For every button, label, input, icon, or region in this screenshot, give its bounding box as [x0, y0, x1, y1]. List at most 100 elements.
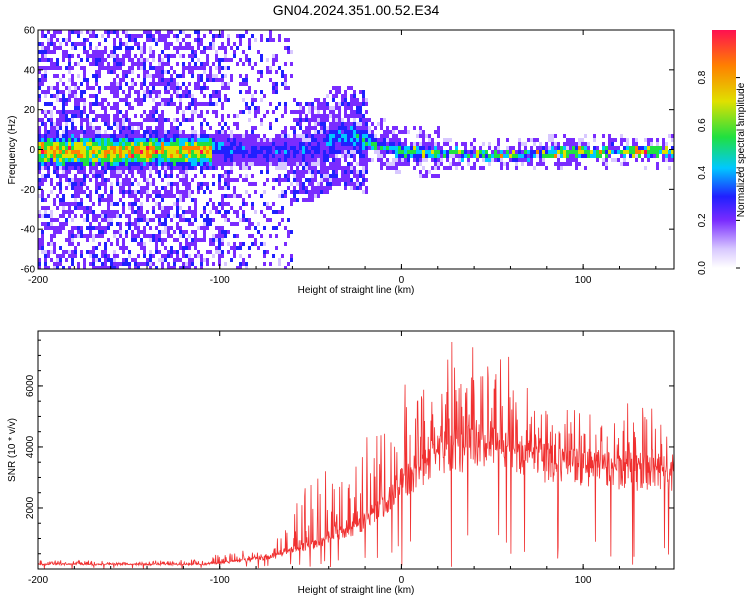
spectrogram-cell	[197, 86, 200, 90]
spectrogram-cell	[173, 262, 176, 266]
spectrogram-cell	[299, 162, 302, 166]
spectrogram-cell	[335, 166, 338, 170]
spectrogram-cell	[161, 58, 164, 62]
spectrogram-cell	[95, 126, 98, 130]
spectrogram-cell	[236, 162, 239, 166]
spectrogram-cell	[221, 230, 224, 234]
spectrogram-cell	[224, 154, 227, 158]
spectrogram-cell	[47, 226, 50, 230]
spectrogram-cell	[68, 110, 71, 114]
spectrogram-cell	[98, 194, 101, 198]
colorbar-tick-label: 0.0	[697, 261, 708, 275]
spectrogram-cell	[356, 122, 359, 126]
spectrogram-cell	[383, 142, 386, 146]
spectrogram-cell	[221, 118, 224, 122]
spectrogram-cell	[215, 90, 218, 94]
spectrogram-cell	[329, 134, 332, 138]
spectrogram-cell	[203, 118, 206, 122]
spectrogram-cell	[566, 162, 569, 166]
spectrogram-cell	[299, 146, 302, 150]
spectrogram-cell	[305, 154, 308, 158]
spectrogram-cell	[395, 146, 398, 150]
spectrogram-cell	[671, 138, 674, 142]
spectrogram-cell	[311, 162, 314, 166]
spectrogram-cell	[38, 82, 41, 86]
spectrogram-cell	[80, 198, 83, 202]
spectrogram-cell	[128, 70, 131, 74]
spectrogram-cell	[329, 146, 332, 150]
spectrogram-cell	[203, 154, 206, 158]
spectrogram-cell	[335, 102, 338, 106]
spectrogram-cell	[149, 174, 152, 178]
spectrogram-cell	[380, 150, 383, 154]
spectrogram-cell	[197, 102, 200, 106]
spectrogram-cell	[317, 182, 320, 186]
spectrogram-cell	[263, 150, 266, 154]
spectrogram-cell	[50, 178, 53, 182]
spectrogram-cell	[224, 194, 227, 198]
spectrogram-cell	[89, 230, 92, 234]
spectrogram-cell	[113, 114, 116, 118]
spectrogram-cell	[101, 150, 104, 154]
spectrogram-cell	[305, 162, 308, 166]
spectrogram-cell	[44, 34, 47, 38]
spectrogram-cell	[113, 46, 116, 50]
spectrogram-cell	[167, 82, 170, 86]
spectrogram-cell	[83, 162, 86, 166]
spectrogram-cell	[299, 134, 302, 138]
spectrogram-cell	[365, 102, 368, 106]
spectrogram-cell	[131, 62, 134, 66]
spectrogram-cell	[53, 66, 56, 70]
spectrogram-cell	[563, 154, 566, 158]
spectrogram-cell	[338, 150, 341, 154]
spectrogram-cell	[656, 166, 659, 170]
spectrogram-cell	[245, 106, 248, 110]
spectrogram-cell	[239, 146, 242, 150]
spectrogram-cell	[92, 234, 95, 238]
spectrogram-cell	[503, 162, 506, 166]
spectrogram-cell	[143, 130, 146, 134]
spectrogram-cell	[143, 158, 146, 162]
spectrogram-cell	[530, 150, 533, 154]
spectrogram-cell	[101, 58, 104, 62]
spectrogram-cell	[212, 150, 215, 154]
spectrogram-cell	[551, 134, 554, 138]
spectrogram-cell	[479, 146, 482, 150]
spectrogram-cell	[275, 90, 278, 94]
spectrogram-cell	[614, 146, 617, 150]
spectrogram-cell	[290, 170, 293, 174]
spectrogram-cell	[563, 142, 566, 146]
spectrogram-cell	[350, 150, 353, 154]
spectrogram-cell	[44, 266, 47, 269]
spectrogram-cell	[68, 78, 71, 82]
spectrogram-cell	[365, 146, 368, 150]
spectrogram-cell	[128, 94, 131, 98]
spectrogram-cell	[587, 154, 590, 158]
spectrogram-cell	[104, 166, 107, 170]
spectrogram-cell	[173, 130, 176, 134]
spectrogram-cell	[182, 218, 185, 222]
spectrogram-cell	[359, 142, 362, 146]
spectrogram-cell	[227, 82, 230, 86]
spectrogram-cell	[344, 134, 347, 138]
spectrogram-cell	[53, 262, 56, 266]
spectrogram-cell	[152, 118, 155, 122]
spectrogram-cell	[344, 182, 347, 186]
spectrogram-cell	[62, 226, 65, 230]
spectrogram-cell	[212, 42, 215, 46]
spectrogram-cell	[317, 134, 320, 138]
spectrogram-cell	[101, 194, 104, 198]
spectrogram-cell	[71, 262, 74, 266]
spectrogram-cell	[620, 138, 623, 142]
spectrogram-cell	[83, 102, 86, 106]
spectrogram-cell	[131, 158, 134, 162]
spectrogram-cell	[554, 146, 557, 150]
spectrogram-cell	[77, 62, 80, 66]
spectrogram-cell	[65, 154, 68, 158]
spectrogram-cell	[302, 134, 305, 138]
spectrogram-cell	[134, 178, 137, 182]
spectrogram-cell	[581, 138, 584, 142]
spectrogram-cell	[65, 218, 68, 222]
spectrogram-cell	[125, 230, 128, 234]
spectrogram-cell	[287, 134, 290, 138]
